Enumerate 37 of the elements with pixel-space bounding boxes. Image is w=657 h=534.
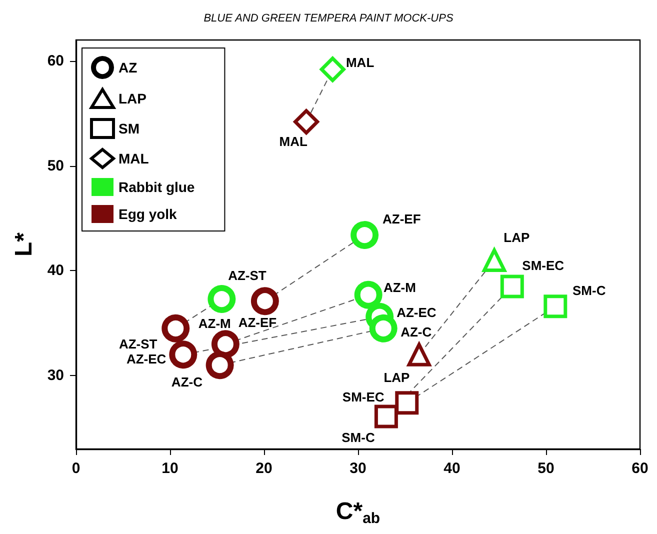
annotation: AZ-EC	[396, 305, 437, 320]
legend-label: LAP	[118, 90, 146, 106]
x-tick-label: 10	[162, 460, 178, 477]
annotation: AZ-EF	[238, 315, 277, 330]
x-tick-label: 40	[444, 460, 460, 477]
annotation: SM-C	[572, 283, 606, 298]
y-tick-label: 60	[47, 52, 64, 70]
annotation: AZ-ST	[118, 336, 158, 352]
legend-label: SM	[118, 120, 140, 136]
annotation: AZ-EC	[126, 351, 167, 366]
annotation: AZ-M	[383, 280, 416, 296]
y-tick-label: 30	[47, 367, 64, 384]
y-axis-title: L*	[10, 232, 38, 256]
x-tick-label: 50	[538, 460, 554, 477]
legend-label: Egg yolk	[118, 206, 178, 222]
annotation: MAL	[346, 54, 374, 70]
annotation: AZ-C	[400, 324, 432, 340]
annotation: SM-EC	[522, 258, 565, 274]
y-tick-label: 40	[47, 262, 64, 280]
annotation: SM-C	[342, 430, 376, 445]
x-tick-label: 0	[72, 460, 80, 477]
x-tick-label: 30	[350, 460, 366, 477]
annotation: SM-EC	[342, 389, 385, 404]
annotation: MAL	[279, 134, 308, 149]
annotation: AZ-C	[171, 374, 204, 390]
chart-title: BLUE AND GREEN TEMPERA PAINT MOCK-UPS	[204, 12, 454, 24]
y-tick-label: 50	[47, 157, 64, 174]
annotation: LAP	[384, 370, 410, 385]
annotation: AZ-M	[198, 316, 231, 331]
annotation: AZ-EF	[382, 212, 421, 227]
legend-label: AZ	[118, 60, 138, 76]
annotation: AZ-ST	[228, 268, 266, 283]
legend-label: MAL	[118, 150, 150, 166]
x-tick-label: 20	[256, 460, 272, 477]
legend-label: Rabbit glue	[118, 179, 195, 195]
annotation: LAP	[504, 230, 530, 246]
x-tick-label: 60	[632, 460, 648, 477]
